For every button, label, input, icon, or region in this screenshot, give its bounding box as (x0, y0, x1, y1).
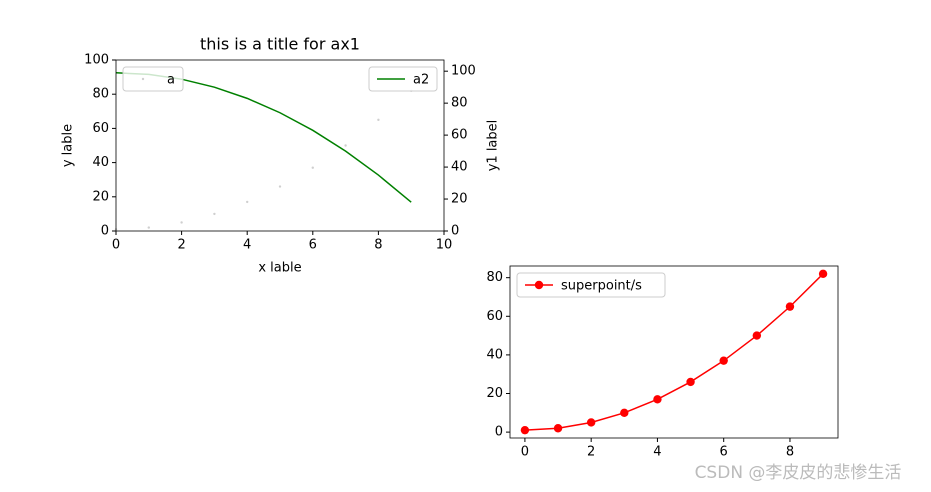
y-tick-label: 20 (92, 189, 109, 204)
marker (586, 418, 596, 427)
y-tick-label: 60 (92, 121, 109, 136)
y2-tick-label: 100 (451, 64, 476, 79)
legend-box (516, 272, 666, 298)
y-tick-label: 100 (84, 53, 109, 68)
x-tick-label: 8 (374, 238, 382, 253)
x-tick-label: 4 (243, 238, 251, 253)
y2-tick-label: 60 (451, 128, 468, 143)
y-tick-label: 0 (101, 224, 109, 239)
x-tick-label: 2 (587, 445, 595, 460)
axes-frame (115, 59, 445, 232)
axes-frame (509, 265, 839, 439)
marker (520, 425, 530, 435)
legend-label: a2 (413, 73, 429, 88)
legend-marker (534, 280, 544, 290)
y-tick-label: 80 (92, 87, 109, 102)
y-tick-label: 40 (92, 155, 109, 170)
scatter-point (246, 200, 249, 204)
y2-tick-label: 80 (451, 96, 468, 111)
y-tick-label: 20 (486, 386, 503, 401)
watermark: CSDN @李皮皮的悲惨生活 (695, 463, 902, 483)
y-tick-label: 40 (486, 347, 503, 362)
legend-label: superpoint/s (561, 279, 642, 294)
scatter-point (180, 221, 183, 224)
scatter-point (147, 226, 150, 229)
x-tick-label: 8 (786, 445, 794, 460)
y-tick-label: 0 (495, 425, 503, 440)
legend-box (122, 66, 184, 92)
legend-label: a (167, 73, 175, 88)
x-tick-label: 0 (521, 445, 529, 460)
scatter-point (311, 166, 314, 169)
y-axis-label: y lable (61, 124, 76, 167)
x-tick-label: 6 (309, 238, 317, 253)
chart-title: this is a title for ax1 (200, 35, 360, 54)
marker (719, 356, 728, 365)
y2-axis-label: y1 label (486, 120, 501, 172)
x-tick-label: 2 (177, 238, 185, 253)
x-tick-label: 0 (112, 238, 120, 253)
scatter-point (377, 118, 380, 122)
marker (620, 408, 629, 418)
marker (653, 395, 662, 404)
x-tick-label: 6 (720, 445, 728, 460)
marker (686, 377, 695, 387)
y2-tick-label: 20 (451, 192, 468, 207)
scatter-point (344, 144, 347, 147)
legend-swatch (141, 77, 145, 81)
y-tick-label: 80 (486, 270, 503, 285)
line (524, 273, 824, 431)
x-tick-label: 4 (653, 445, 661, 460)
x-tick-label: 10 (436, 238, 453, 253)
scatter-point (213, 212, 216, 216)
y2-tick-label: 40 (451, 160, 468, 175)
marker (553, 424, 563, 433)
line (115, 72, 412, 203)
y2-tick-label: 0 (451, 224, 459, 239)
y-tick-label: 60 (486, 309, 503, 324)
scatter-point (278, 185, 282, 188)
marker (818, 269, 828, 279)
x-axis-label: x lable (258, 261, 301, 276)
marker (752, 331, 762, 340)
marker (785, 302, 795, 311)
